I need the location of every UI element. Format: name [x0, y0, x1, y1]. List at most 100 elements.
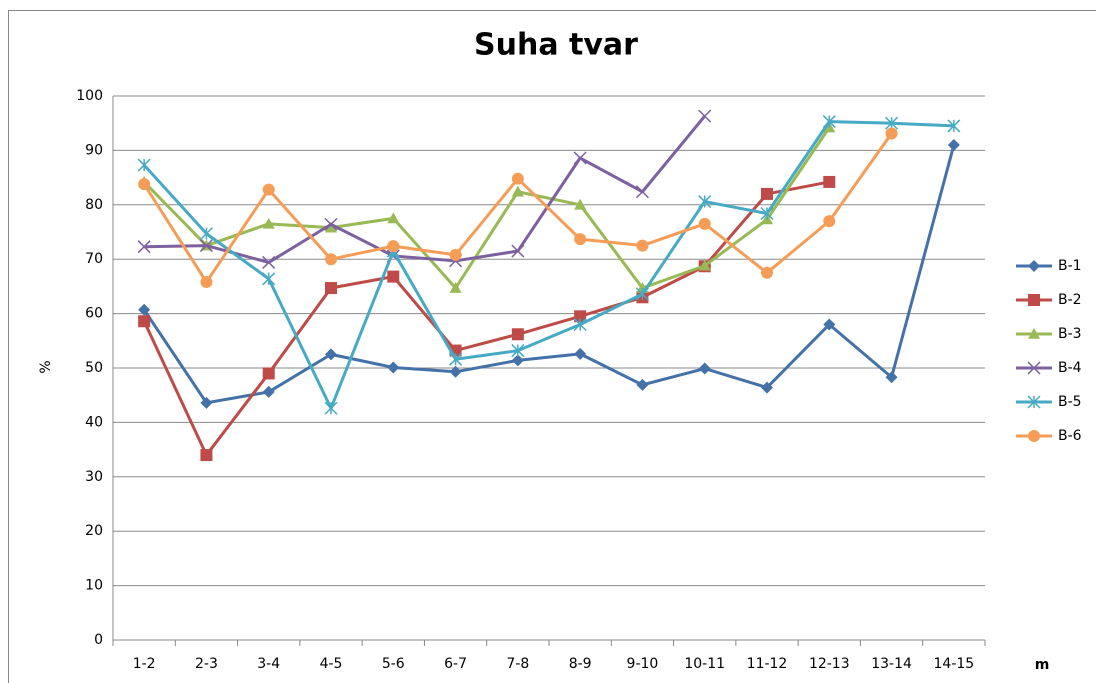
marker	[1027, 361, 1041, 375]
marker	[262, 217, 275, 229]
marker	[1027, 395, 1041, 409]
marker	[387, 240, 400, 253]
y-tick-label: 10	[85, 578, 103, 594]
marker	[885, 371, 898, 384]
marker	[511, 328, 524, 341]
marker	[573, 151, 587, 165]
marker	[262, 255, 276, 269]
marker	[325, 348, 337, 361]
x-tick-label: 3-4	[257, 656, 280, 672]
marker	[698, 362, 711, 375]
marker	[574, 198, 587, 210]
marker	[698, 195, 712, 209]
x-tick-label: 14-15	[934, 656, 975, 672]
x-tick-label: 1-2	[133, 656, 156, 672]
marker	[200, 276, 213, 289]
series-line	[142, 180, 830, 457]
marker	[449, 248, 462, 261]
x-tick-label: 8-9	[569, 656, 592, 672]
marker	[511, 244, 525, 258]
series-line	[143, 120, 954, 410]
marker	[823, 215, 836, 228]
y-tick-label: 60	[85, 306, 103, 322]
marker	[823, 318, 836, 331]
x-tick-label: 5-6	[382, 656, 405, 672]
y-tick-label: 40	[85, 414, 103, 430]
marker	[885, 127, 898, 140]
x-tick-label: 10-11	[684, 656, 725, 672]
legend-label: B-6	[1058, 428, 1082, 444]
series-line	[142, 144, 956, 405]
x-tick-label: 11-12	[747, 656, 788, 672]
marker	[387, 361, 400, 374]
series-line	[143, 126, 831, 290]
marker	[449, 365, 462, 378]
marker	[635, 185, 649, 199]
y-axis-label: %	[38, 360, 54, 373]
marker	[636, 378, 649, 391]
marker	[137, 240, 151, 254]
marker	[1028, 328, 1040, 339]
marker	[138, 315, 151, 328]
marker	[325, 221, 337, 233]
marker	[262, 272, 276, 286]
marker	[449, 282, 462, 293]
y-tick-label: 20	[85, 523, 103, 539]
marker	[574, 233, 587, 246]
marker	[1028, 430, 1040, 442]
marker	[573, 317, 587, 332]
x-tick-label: 13-14	[871, 656, 912, 672]
marker	[325, 282, 337, 295]
marker	[387, 212, 400, 224]
marker	[262, 183, 275, 196]
legend-label: B-4	[1058, 360, 1082, 376]
y-tick-label: 50	[85, 360, 103, 376]
x-tick-label: 12-13	[809, 656, 850, 672]
marker	[200, 396, 213, 409]
legend-label: B-3	[1058, 326, 1082, 342]
marker	[511, 172, 524, 185]
marker	[325, 253, 337, 266]
marker	[511, 354, 524, 367]
marker	[138, 178, 151, 191]
marker	[511, 344, 525, 358]
legend-label: B-5	[1058, 394, 1082, 410]
y-tick-label: 90	[85, 142, 103, 158]
x-axis-label: m	[1035, 657, 1050, 673]
marker	[947, 119, 961, 133]
marker	[822, 115, 836, 129]
marker	[199, 239, 213, 253]
marker	[635, 287, 649, 301]
marker	[200, 449, 213, 462]
marker	[262, 385, 275, 398]
marker	[698, 217, 711, 230]
marker	[324, 217, 338, 231]
marker	[574, 347, 587, 360]
legend-label: B-1	[1058, 258, 1082, 274]
y-tick-label: 80	[85, 197, 103, 213]
marker	[698, 109, 712, 123]
x-tick-label: 7-8	[506, 656, 529, 672]
marker	[1028, 294, 1040, 306]
marker	[761, 187, 773, 200]
y-tick-label: 100	[76, 88, 103, 104]
marker	[761, 266, 773, 279]
marker	[761, 381, 773, 394]
marker	[137, 158, 151, 172]
marker	[574, 310, 587, 323]
marker	[262, 367, 275, 380]
marker	[698, 259, 711, 271]
marker	[885, 116, 899, 130]
y-tick-label: 0	[94, 632, 103, 648]
y-tick-label: 70	[85, 251, 103, 267]
marker	[760, 206, 774, 221]
marker	[947, 138, 960, 151]
marker	[449, 352, 463, 366]
legend-label: B-2	[1058, 292, 1082, 308]
marker	[199, 227, 213, 241]
y-tick-label: 30	[85, 469, 103, 485]
marker	[387, 270, 400, 283]
marker	[324, 401, 338, 415]
marker	[823, 175, 836, 188]
